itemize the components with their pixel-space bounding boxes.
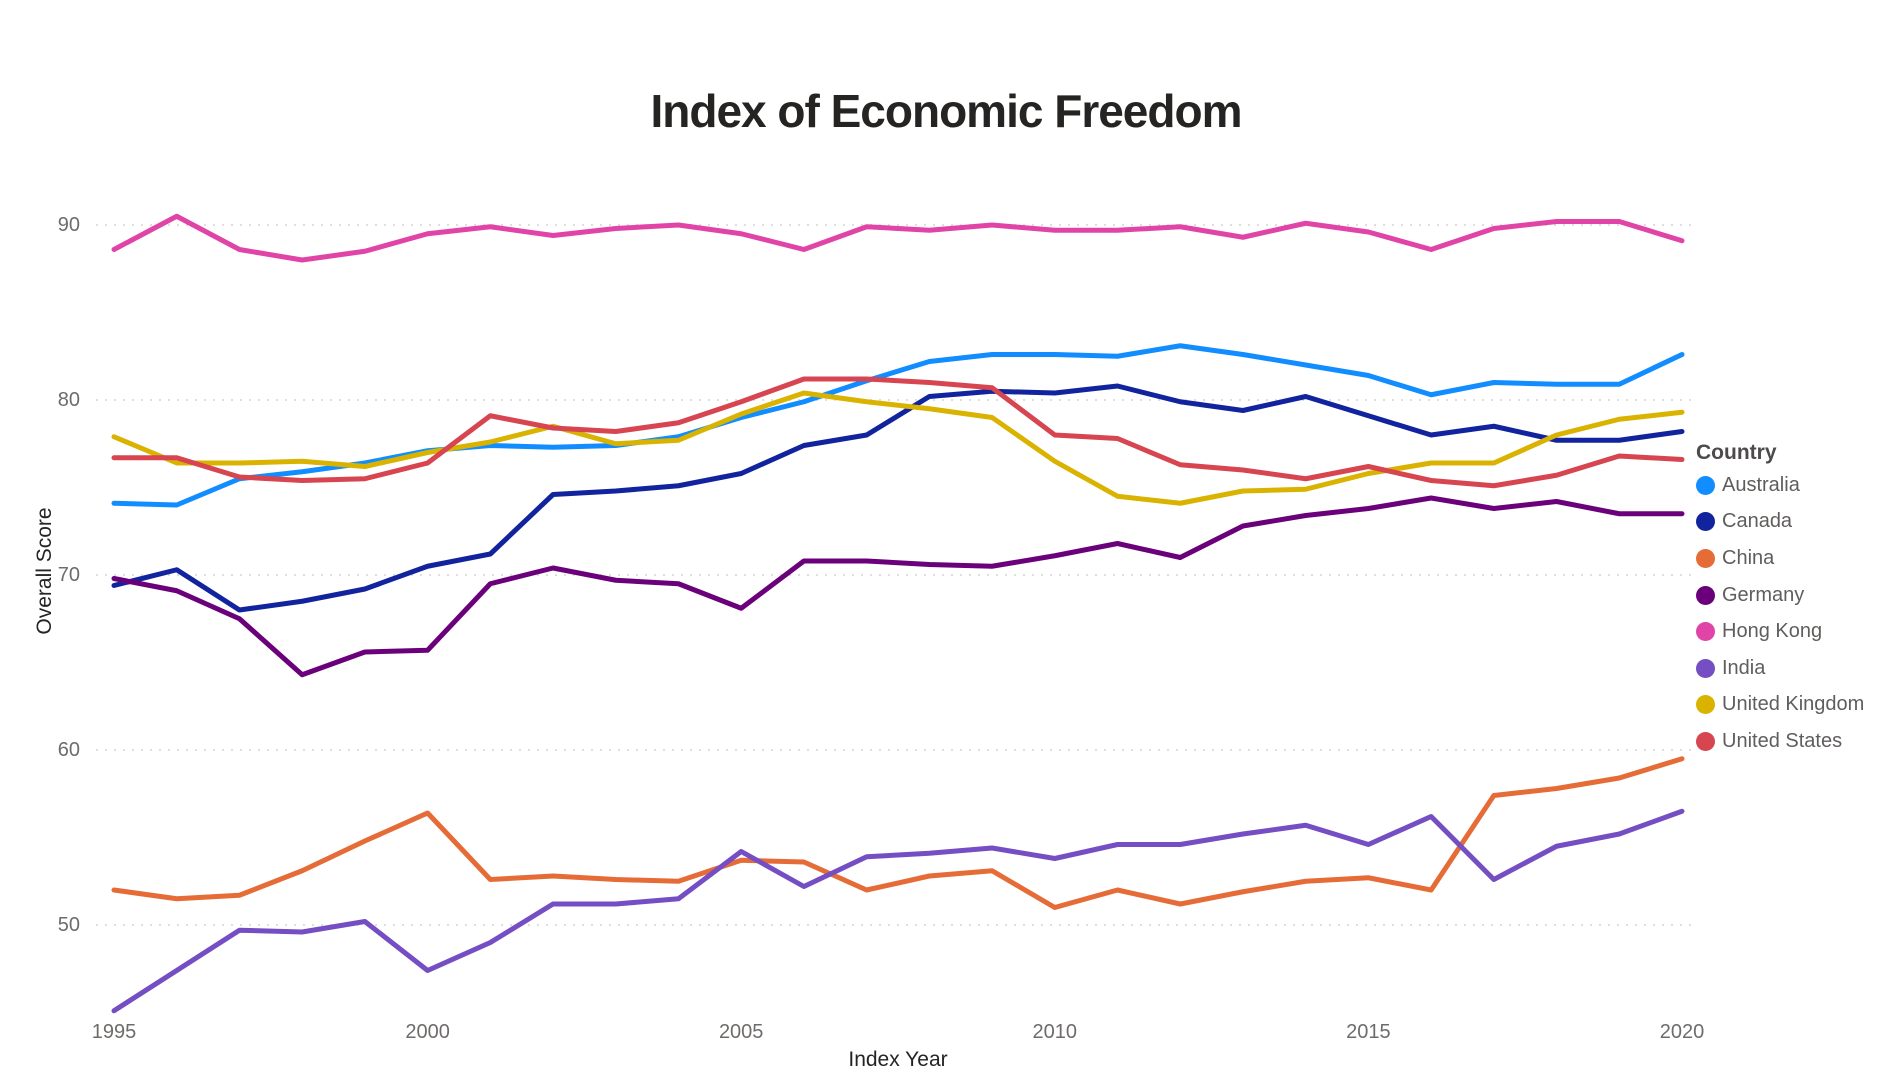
series-line-canada[interactable] <box>111 383 1685 613</box>
y-tick-90: 90 <box>57 214 80 236</box>
legend-dot-icon <box>1696 658 1715 678</box>
legend-dot-icon <box>1696 548 1715 568</box>
series-line-germany[interactable] <box>111 495 1685 678</box>
legend-item-china[interactable]: China <box>1696 540 1892 577</box>
legend-item-label: Canada <box>1722 510 1793 533</box>
legend-item-label: United Kingdom <box>1722 693 1865 716</box>
legend-title: Country <box>1696 441 1777 464</box>
legend-dot-icon <box>1696 731 1715 751</box>
legend-item-united-kingdom[interactable]: United Kingdom <box>1696 687 1892 724</box>
legend-dot-icon <box>1696 695 1715 715</box>
x-tick-1995: 1995 <box>91 1021 137 1043</box>
legend-item-label: Australia <box>1722 473 1800 496</box>
legend-dot-icon <box>1696 475 1715 495</box>
series-line-china[interactable] <box>111 756 1685 910</box>
legend-item-canada[interactable]: Canada <box>1696 504 1892 541</box>
legend-dot-icon <box>1696 585 1715 605</box>
y-tick-50: 50 <box>57 914 80 936</box>
legend-item-label: Germany <box>1722 583 1805 606</box>
x-tick-2010: 2010 <box>1032 1021 1078 1043</box>
legend-item-germany[interactable]: Germany <box>1696 577 1892 614</box>
legend-item-label: China <box>1722 546 1775 569</box>
x-axis-title: Index Year <box>848 1048 948 1071</box>
series-line-united-states[interactable] <box>111 376 1685 489</box>
legend-item-united-states[interactable]: United States <box>1696 723 1892 760</box>
chart-title: Index of Economic Freedom <box>650 85 1243 137</box>
series-line-united-kingdom[interactable] <box>111 390 1685 506</box>
y-tick-80: 80 <box>57 389 80 411</box>
series-line-india[interactable] <box>111 808 1685 1014</box>
legend-item-label: India <box>1722 656 1766 679</box>
legend-item-australia[interactable]: Australia <box>1696 467 1892 504</box>
series-line-hong-kong[interactable] <box>111 213 1685 263</box>
legend-item-india[interactable]: India <box>1696 650 1892 687</box>
legend-dot-icon <box>1696 622 1715 642</box>
legend-item-label: Hong Kong <box>1722 620 1823 643</box>
series-line-australia[interactable] <box>111 343 1685 508</box>
x-tick-2005: 2005 <box>718 1021 764 1043</box>
x-tick-2015: 2015 <box>1346 1021 1391 1043</box>
x-tick-2020: 2020 <box>1659 1021 1705 1043</box>
legend-dot-icon <box>1696 512 1715 532</box>
x-tick-2000: 2000 <box>405 1021 450 1043</box>
legend-item-label: United States <box>1722 729 1843 752</box>
y-tick-60: 60 <box>57 739 80 761</box>
legend: Country Australia Canada China Germany H… <box>1696 438 1892 760</box>
legend-item-hong-kong[interactable]: Hong Kong <box>1696 613 1892 650</box>
y-tick-70: 70 <box>57 564 80 586</box>
